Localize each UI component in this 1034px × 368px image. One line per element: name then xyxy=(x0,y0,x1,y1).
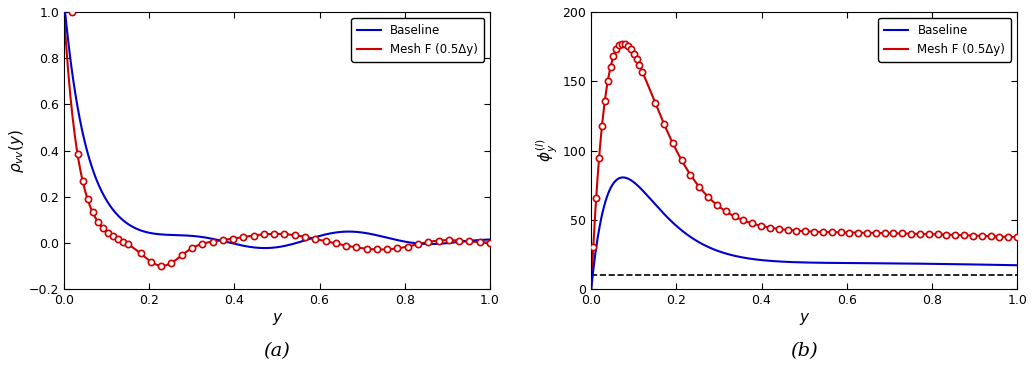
Baseline xyxy=(343,229,356,234)
Baseline xyxy=(484,237,496,242)
Mesh F (0.5Δy) xyxy=(907,231,919,236)
Baseline xyxy=(59,6,71,10)
Mesh F (0.5Δy) xyxy=(837,230,849,235)
Baseline xyxy=(695,241,707,246)
Baseline xyxy=(258,246,271,250)
Legend: Baseline, Mesh F (0.5Δy): Baseline, Mesh F (0.5Δy) xyxy=(879,18,1011,61)
Baseline xyxy=(310,235,323,239)
Mesh F (0.5Δy) xyxy=(585,287,598,291)
Mesh F (0.5Δy) xyxy=(617,41,630,46)
Baseline xyxy=(617,175,630,180)
Baseline xyxy=(251,245,264,250)
Baseline xyxy=(379,235,392,240)
Baseline xyxy=(58,10,70,14)
Baseline xyxy=(133,228,146,233)
Baseline xyxy=(661,215,673,219)
Mesh F (0.5Δy) xyxy=(58,10,70,14)
Mesh F (0.5Δy) xyxy=(309,237,322,241)
Line: Mesh F (0.5Δy): Mesh F (0.5Δy) xyxy=(591,43,1017,289)
Line: Baseline: Baseline xyxy=(591,177,1017,289)
Baseline xyxy=(168,233,180,237)
Mesh F (0.5Δy) xyxy=(168,259,180,263)
Baseline xyxy=(1011,263,1024,268)
Text: (a): (a) xyxy=(264,342,291,360)
Mesh F (0.5Δy) xyxy=(379,247,392,252)
Legend: Baseline, Mesh F (0.5Δy): Baseline, Mesh F (0.5Δy) xyxy=(352,18,484,61)
Mesh F (0.5Δy) xyxy=(1011,235,1024,240)
Mesh F (0.5Δy) xyxy=(251,233,264,237)
Baseline xyxy=(837,261,849,265)
Mesh F (0.5Δy) xyxy=(156,263,169,268)
X-axis label: y: y xyxy=(799,310,809,325)
Mesh F (0.5Δy) xyxy=(133,250,146,255)
Line: Mesh F (0.5Δy): Mesh F (0.5Δy) xyxy=(64,12,490,266)
Baseline xyxy=(871,261,883,265)
Mesh F (0.5Δy) xyxy=(779,227,791,232)
Text: (b): (b) xyxy=(790,342,818,360)
Baseline xyxy=(585,287,598,291)
Line: Baseline: Baseline xyxy=(64,8,490,248)
Y-axis label: $\rho_{vv}(y)$: $\rho_{vv}(y)$ xyxy=(7,128,26,173)
Mesh F (0.5Δy) xyxy=(871,231,883,235)
Mesh F (0.5Δy) xyxy=(695,187,707,192)
Mesh F (0.5Δy) xyxy=(484,240,496,245)
Y-axis label: $\phi_y^{(l)}$: $\phi_y^{(l)}$ xyxy=(535,139,559,162)
X-axis label: y: y xyxy=(272,310,281,325)
Mesh F (0.5Δy) xyxy=(343,244,356,248)
Mesh F (0.5Δy) xyxy=(661,129,673,134)
Baseline xyxy=(907,261,919,266)
Baseline xyxy=(779,259,791,264)
